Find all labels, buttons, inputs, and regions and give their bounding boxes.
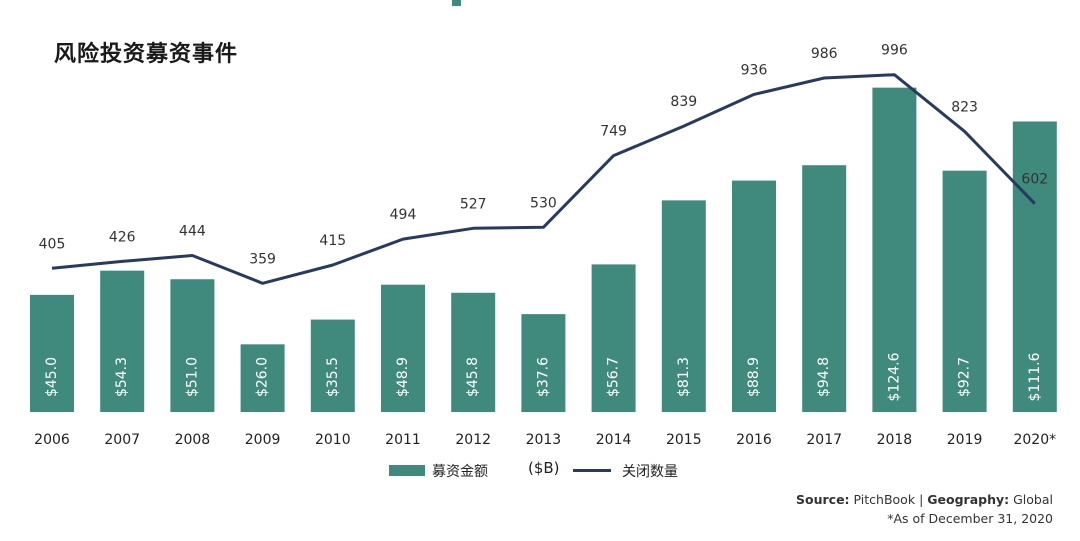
bar-2017	[802, 165, 847, 412]
line-value-label: 823	[951, 99, 978, 115]
bar-2010	[310, 319, 355, 412]
bar-2014	[591, 264, 636, 412]
bar-value-label: $56.7	[606, 357, 622, 397]
legend-bar-swatch	[389, 465, 425, 476]
geography-value: Global	[1013, 492, 1053, 507]
x-tick-label: 2012	[455, 432, 491, 448]
legend-bar-label: 募资金额	[432, 464, 488, 480]
bar-value-label: $124.6	[886, 352, 902, 401]
bar-2019	[942, 170, 987, 412]
top-accent-mark	[452, 0, 461, 6]
x-tick-label: 2009	[245, 432, 281, 448]
line-value-label: 426	[109, 229, 136, 245]
line-value-label: 405	[39, 236, 66, 252]
bar-value-label: $45.8	[465, 357, 481, 397]
bar-2008	[170, 279, 215, 412]
legend-unit: ($B)	[528, 459, 560, 477]
bar-2018	[872, 87, 917, 413]
bar-value-label: $54.3	[114, 357, 130, 397]
chart-title: 风险投资募资事件	[54, 42, 239, 67]
source-label: Source:	[796, 492, 850, 507]
line-value-label: 530	[530, 195, 557, 211]
bar-2006	[30, 294, 74, 412]
x-tick-label: 2015	[666, 432, 702, 448]
source-note: Source: PitchBook | Geography: Global	[796, 492, 1053, 507]
bar-2020*	[1012, 121, 1057, 412]
source-value: PitchBook	[853, 492, 916, 507]
legend-line-swatch	[573, 469, 611, 472]
x-tick-label: 2006	[34, 432, 70, 448]
bar-value-label: $81.3	[676, 357, 692, 397]
x-tick-label: 2019	[947, 432, 983, 448]
bar-2015	[661, 200, 706, 412]
bar-value-label: $88.9	[746, 357, 762, 397]
line-value-label: 444	[179, 224, 206, 240]
bar-2012	[451, 292, 496, 412]
source-separator: |	[919, 492, 924, 507]
bar-2011	[381, 284, 425, 412]
line-value-label: 527	[460, 196, 487, 212]
line-value-label: 986	[811, 46, 838, 62]
line-value-label: 602	[1021, 172, 1048, 188]
bar-value-label: $37.6	[535, 357, 551, 397]
line-value-label: 936	[741, 62, 768, 78]
line-value-label: 415	[319, 233, 346, 249]
line-value-label: 749	[600, 124, 627, 140]
x-tick-label: 2016	[736, 432, 772, 448]
x-tick-label: 2008	[175, 432, 211, 448]
footnote: *As of December 31, 2020	[887, 511, 1053, 526]
bar-2007	[100, 270, 145, 412]
x-tick-label: 2013	[526, 432, 562, 448]
x-tick-label: 2010	[315, 432, 351, 448]
x-tick-label: 2011	[385, 432, 421, 448]
bar-value-label: $35.5	[325, 357, 341, 397]
bar-value-label: $92.7	[957, 357, 973, 397]
bar-value-label: $111.6	[1027, 352, 1043, 401]
x-tick-label: 2020*	[1013, 432, 1056, 448]
x-tick-label: 2017	[806, 432, 842, 448]
line-value-label: 359	[249, 251, 276, 267]
bar-2016	[732, 180, 776, 412]
x-tick-label: 2007	[104, 432, 140, 448]
legend: 募资金额 ($B) 关闭数量	[0, 459, 1080, 483]
bar-value-label: $94.8	[816, 357, 832, 397]
legend-line-label: 关闭数量	[622, 464, 678, 480]
bar-2009	[240, 344, 285, 412]
line-series-closings	[51, 73, 1036, 285]
x-tick-label: 2018	[877, 432, 913, 448]
line-value-label: 996	[881, 43, 908, 59]
geography-label: Geography:	[927, 492, 1010, 507]
bar-2013	[521, 314, 566, 412]
bar-value-label: $26.0	[255, 357, 271, 397]
bar-value-label: $51.0	[184, 357, 200, 397]
x-tick-label: 2014	[596, 432, 632, 448]
line-value-label: 494	[390, 207, 417, 223]
bar-value-label: $45.0	[44, 357, 60, 397]
line-value-label: 839	[670, 94, 697, 110]
bar-value-label: $48.9	[395, 357, 411, 397]
